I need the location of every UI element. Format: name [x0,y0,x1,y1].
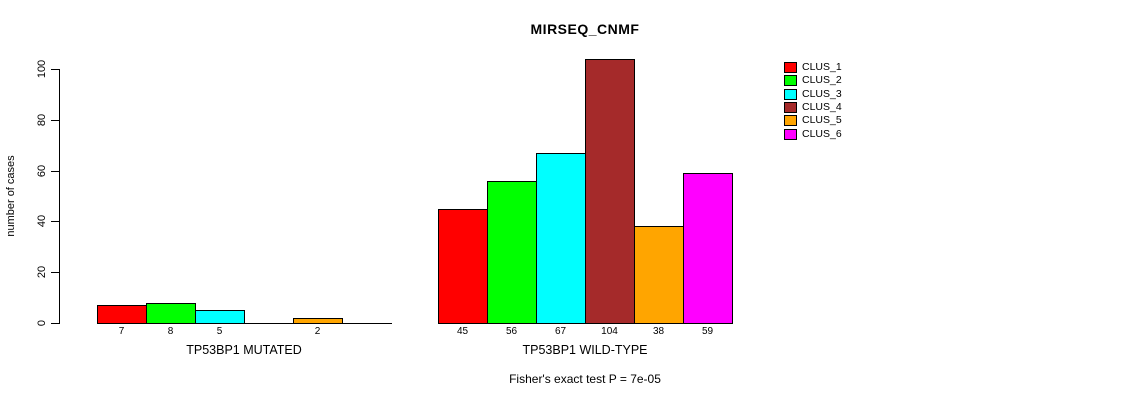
legend-label: CLUS_1 [802,61,842,73]
bar-value-label: 59 [701,326,714,337]
y-axis-tick [51,323,59,324]
caption: Fisher's exact test P = 7e-05 [509,372,661,386]
y-axis-line [59,69,60,324]
bar-clus_1-tp53bp1-wild-type [438,208,488,324]
bar-clus_1-tp53bp1-mutated [97,305,147,324]
bar-value-label: 56 [505,326,518,337]
bar-value-label: 7 [118,326,125,337]
chart-title: MIRSEQ_CNMF [530,21,640,37]
bar-clus_2-tp53bp1-mutated [146,302,196,324]
bar-clus_5-tp53bp1-wild-type [634,226,684,324]
bar-clus_2-tp53bp1-wild-type [487,180,537,324]
bar-clus_6-tp53bp1-wild-type [683,173,733,324]
y-axis-tick-label: 0 [36,319,48,327]
bar-value-label: 38 [652,326,665,337]
y-axis-tick-label: 100 [36,59,48,79]
legend-label: CLUS_3 [802,87,842,100]
bar-value-label: 104 [601,326,618,337]
y-axis-tick-label: 20 [36,266,48,279]
y-axis-tick [51,221,59,223]
y-axis-tick-label: 60 [36,164,48,177]
y-axis-tick-label: 40 [36,215,48,228]
y-axis-tick [51,272,59,274]
legend-swatch-clus_4 [784,101,797,113]
bar-clus_3-tp53bp1-mutated [195,310,245,324]
legend-swatch-clus_3 [784,88,797,100]
legend-label: CLUS_2 [802,74,842,87]
bar-clus_4-tp53bp1-wild-type [585,58,635,324]
bar-clus_5-tp53bp1-mutated [293,317,343,324]
y-axis-tick [51,119,59,121]
y-axis-tick-label: 80 [36,113,48,126]
bar-clus_3-tp53bp1-wild-type [536,152,586,324]
legend-swatch-clus_6 [784,128,797,140]
bar-value-label: 8 [167,326,174,337]
group-label-tp53bp1-wild-type: TP53BP1 WILD-TYPE [522,343,648,357]
legend-label: CLUS_5 [802,114,842,127]
y-axis-tick [51,170,59,172]
bar-value-label: 5 [216,326,223,337]
legend-label: CLUS_6 [802,127,842,140]
bar-value-label: 67 [554,326,567,337]
legend-swatch-clus_2 [784,75,797,87]
group-label-tp53bp1-mutated: TP53BP1 MUTATED [186,343,302,357]
legend-swatch-clus_5 [784,115,797,127]
bar-value-label: 2 [314,326,321,337]
bar-value-label: 45 [456,326,469,337]
y-axis-tick [51,69,59,70]
legend-swatch-clus_1 [784,62,797,73]
y-axis-title: number of cases [5,155,17,237]
legend-label: CLUS_4 [802,100,842,113]
